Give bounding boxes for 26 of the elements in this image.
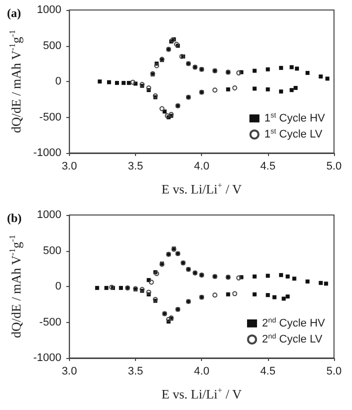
x-tick-label: 3.0	[62, 366, 77, 378]
y-axis-title: dQ/dE / mAh V-1g-1	[7, 234, 24, 338]
y-tick-label: 1000	[36, 4, 62, 16]
x-tick-label: 3.0	[62, 160, 77, 172]
y-tick-label: 500	[42, 244, 62, 257]
x-tick-label: 4.0	[194, 366, 210, 378]
y-tick-label: -1000	[33, 352, 62, 364]
chart-title: (b)	[7, 211, 22, 225]
x-tick-label: 5.0	[326, 160, 342, 172]
x-tick-label: 4.0	[194, 160, 210, 172]
y-tick-label: -1000	[33, 147, 62, 159]
y-axis-title: dQ/dE / mAh V-1g-1	[7, 30, 24, 134]
y-tick-label: -500	[39, 316, 62, 328]
x-tick-label: 4.5	[260, 160, 276, 172]
x-axis-title: E vs. Li/Li+ / V	[162, 180, 242, 196]
x-tick-label: 5.0	[326, 366, 342, 378]
x-tick-label: 3.5	[128, 160, 144, 172]
y-tick-label: 500	[42, 40, 62, 52]
y-tick-label: 0	[55, 76, 62, 88]
x-tick-label: 4.5	[260, 366, 276, 378]
x-tick-label: 3.5	[128, 366, 144, 378]
y-tick-label: -500	[39, 111, 62, 124]
x-axis-title: E vs. Li/Li+ / V	[162, 385, 242, 402]
y-tick-label: 0	[55, 280, 62, 292]
chart-title: (a)	[7, 6, 21, 20]
y-tick-label: 1000	[36, 209, 62, 221]
